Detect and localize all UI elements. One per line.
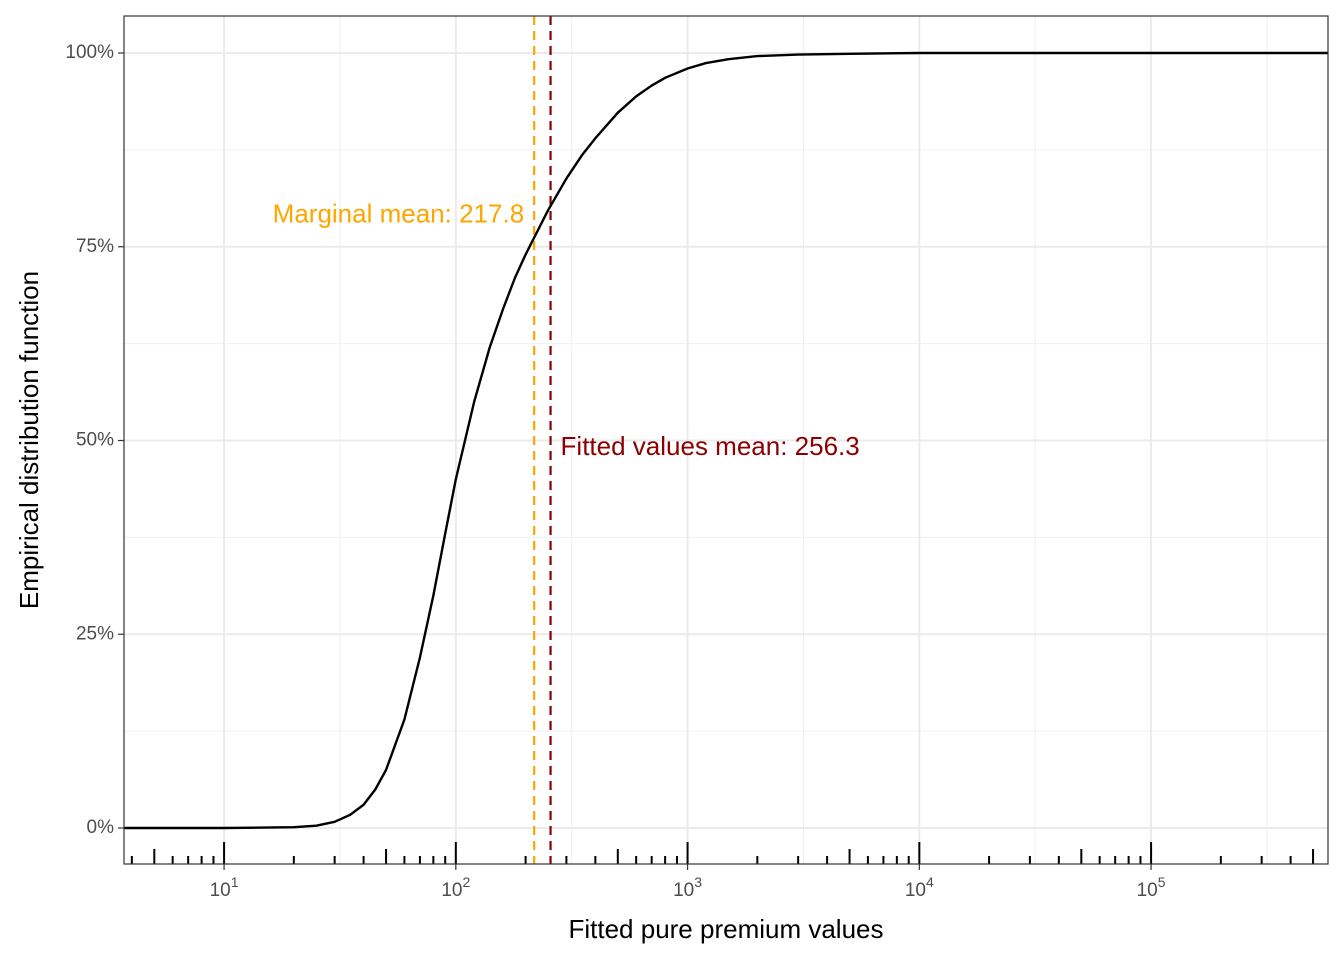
y-axis: 0% 25% 50% 75% 100% (65, 42, 124, 838)
reference-lines (533, 16, 552, 864)
major-gridlines (124, 16, 1328, 864)
reference-line-label: Marginal mean: 217.8 (273, 199, 524, 229)
y-tick-label: 75% (76, 236, 114, 257)
edf-curve (124, 51, 1328, 830)
y-tick-label: 100% (65, 42, 114, 63)
x-tick-label: 101 (210, 874, 239, 901)
rug-ticks (130, 842, 1315, 864)
reference-line-label: Fitted values mean: 256.3 (561, 431, 860, 461)
y-tick-label: 25% (76, 623, 114, 644)
x-tick-label: 104 (905, 874, 934, 901)
annotations: Marginal mean: 217.8 Fitted values mean: … (273, 199, 860, 462)
y-tick-label: 0% (87, 817, 115, 838)
x-axis: 101 102 103 104 105 (210, 864, 1166, 901)
y-axis-title: Empirical distribution function (14, 271, 44, 609)
x-axis-title: Fitted pure premium values (568, 914, 883, 944)
y-tick-label: 50% (76, 430, 114, 451)
x-tick-label: 102 (441, 874, 470, 901)
x-tick-label: 105 (1137, 874, 1166, 901)
x-tick-label: 103 (673, 874, 702, 901)
